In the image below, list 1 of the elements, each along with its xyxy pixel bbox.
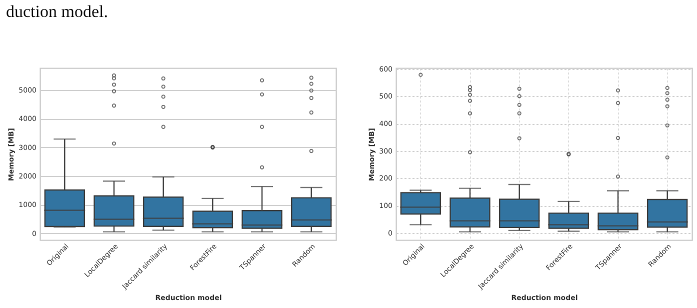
text: duction model. [6,2,108,22]
